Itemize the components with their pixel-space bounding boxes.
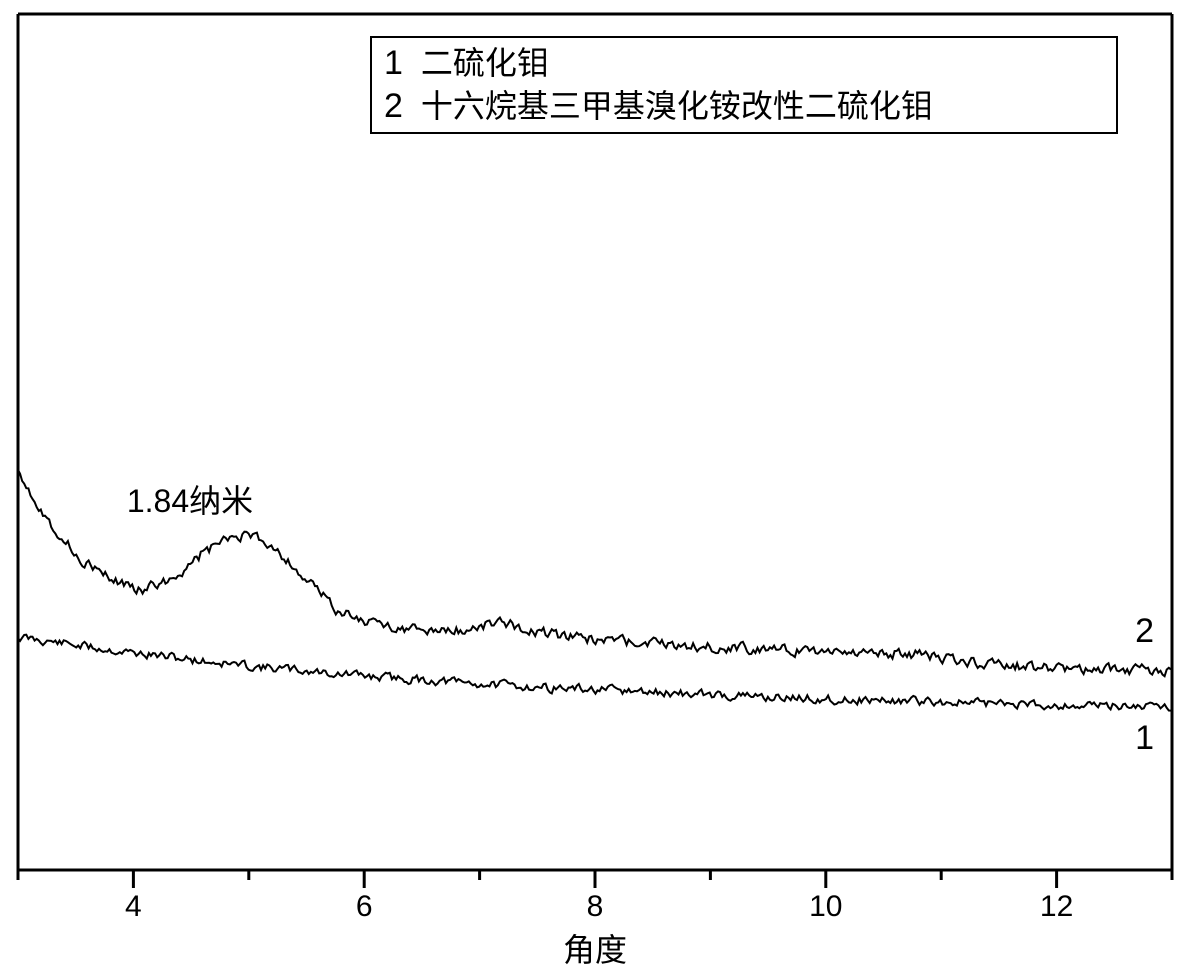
legend-box: 1 二硫化钼 2 十六烷基三甲基溴化铵改性二硫化钼: [370, 36, 1118, 134]
legend-num-2: 2: [384, 85, 403, 128]
legend-item-2: 2 十六烷基三甲基溴化铵改性二硫化钼: [384, 85, 1104, 128]
x-tick-label: 10: [809, 890, 842, 924]
xrd-chart: 1 二硫化钼 2 十六烷基三甲基溴化铵改性二硫化钼 1.84纳米 2 1 角度 …: [0, 0, 1199, 976]
curve-label-1: 1: [1135, 719, 1154, 758]
legend-text-2: 十六烷基三甲基溴化铵改性二硫化钼: [421, 86, 933, 126]
x-tick-label: 4: [125, 890, 142, 924]
legend-text-1: 二硫化钼: [421, 43, 549, 83]
x-tick-label: 12: [1040, 890, 1073, 924]
curve-label-2: 2: [1135, 612, 1154, 651]
x-tick-label: 6: [356, 890, 373, 924]
legend-num-1: 1: [384, 42, 403, 85]
x-tick-label: 8: [587, 890, 604, 924]
x-axis-title: 角度: [563, 925, 627, 971]
legend-item-1: 1 二硫化钼: [384, 42, 1104, 85]
curve-1: [18, 635, 1171, 711]
peak-annotation: 1.84纳米: [127, 476, 253, 522]
